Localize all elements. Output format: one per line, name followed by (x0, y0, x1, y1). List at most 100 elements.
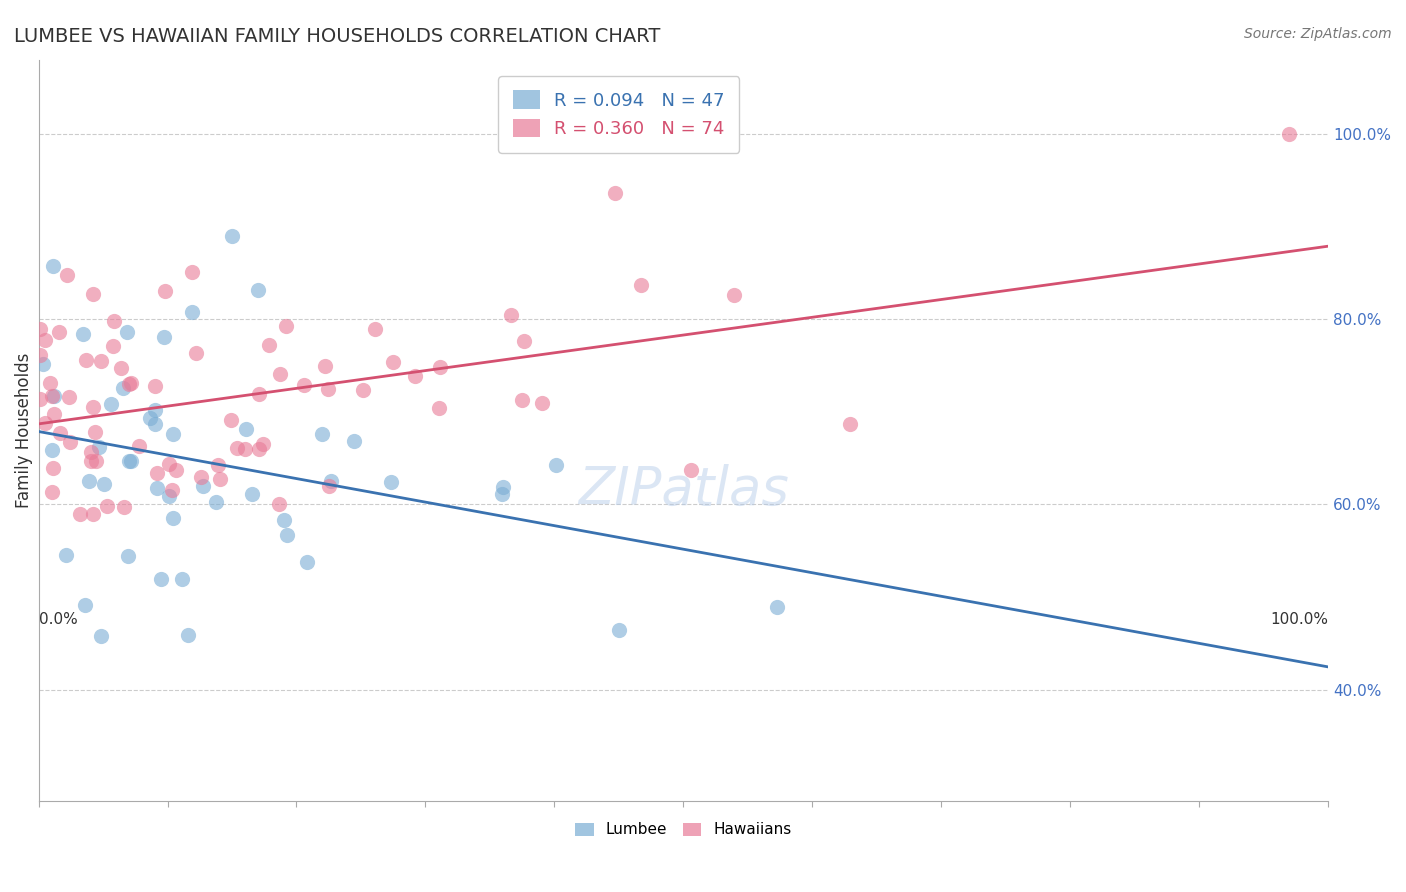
Point (120, 376, 142, 390)
Point (56, 268, 79, 282)
Point (531, 395, 554, 409)
Point (765, 599, 787, 614)
Point (58, 391, 80, 405)
Text: 0.0%: 0.0% (38, 612, 77, 627)
Point (162, 510, 184, 524)
Point (146, 467, 169, 481)
Point (321, 474, 343, 488)
Point (110, 360, 132, 375)
Point (111, 382, 134, 396)
Point (143, 402, 166, 417)
Text: 100.0%: 100.0% (1270, 612, 1329, 627)
Point (381, 355, 404, 369)
Y-axis label: Family Households: Family Households (15, 352, 32, 508)
Point (190, 470, 212, 484)
Point (128, 439, 150, 453)
Point (235, 421, 257, 435)
Point (233, 442, 256, 456)
Point (191, 479, 214, 493)
Point (42, 259, 65, 273)
Point (221, 228, 243, 243)
Legend: Lumbee, Hawaiians: Lumbee, Hawaiians (568, 815, 799, 845)
Point (153, 330, 176, 344)
Point (181, 265, 204, 279)
Point (42, 389, 65, 403)
Point (257, 338, 280, 352)
Point (162, 426, 184, 441)
Point (100, 396, 122, 410)
Point (247, 442, 270, 457)
Point (117, 549, 139, 563)
Point (146, 481, 169, 495)
Point (512, 334, 534, 348)
Point (429, 359, 451, 374)
Point (205, 495, 228, 509)
Point (314, 359, 336, 374)
Point (118, 377, 141, 392)
Point (41, 443, 63, 458)
Point (75, 353, 97, 368)
Point (269, 367, 291, 381)
Point (276, 528, 298, 542)
Point (28, 348, 51, 362)
Point (103, 314, 125, 328)
Point (84, 425, 107, 439)
Point (219, 413, 242, 427)
Point (630, 278, 652, 293)
Point (82, 287, 104, 301)
Point (30, 392, 52, 406)
Point (209, 472, 232, 486)
Point (839, 417, 862, 431)
Point (276, 319, 298, 334)
Point (491, 486, 513, 500)
Point (73, 598, 96, 612)
Text: Source: ZipAtlas.com: Source: ZipAtlas.com (1244, 27, 1392, 41)
Point (120, 454, 142, 468)
Point (115, 325, 138, 339)
Point (55, 548, 77, 562)
Point (72, 327, 94, 342)
Point (41, 389, 63, 403)
Point (84, 454, 107, 468)
Point (32, 357, 55, 371)
Point (96, 499, 118, 513)
Point (77, 475, 100, 489)
Point (181, 305, 204, 319)
Point (59, 434, 82, 449)
Point (269, 497, 291, 511)
Point (82, 507, 104, 521)
Point (318, 479, 340, 493)
Point (252, 436, 274, 450)
Point (162, 483, 184, 497)
Point (157, 488, 180, 502)
Point (292, 378, 315, 392)
Point (82, 401, 104, 415)
Point (404, 369, 426, 384)
Point (143, 417, 166, 431)
Point (170, 572, 193, 586)
Point (157, 457, 180, 471)
Point (316, 382, 339, 396)
Point (112, 500, 135, 514)
Point (207, 458, 229, 472)
Point (42, 461, 65, 475)
Point (492, 480, 515, 494)
Point (30, 322, 52, 336)
Point (80, 454, 103, 468)
Point (165, 463, 187, 477)
Point (184, 346, 207, 360)
Point (247, 387, 270, 401)
Point (427, 401, 450, 415)
Text: ZIPatlas: ZIPatlas (578, 464, 789, 516)
Point (226, 441, 249, 455)
Point (501, 309, 523, 323)
Point (177, 628, 200, 642)
Point (80, 444, 103, 458)
Point (342, 434, 364, 449)
Point (273, 513, 295, 527)
Point (93, 476, 115, 491)
Point (34, 416, 56, 430)
Point (41, 484, 63, 499)
Point (242, 487, 264, 501)
Point (681, 463, 703, 477)
